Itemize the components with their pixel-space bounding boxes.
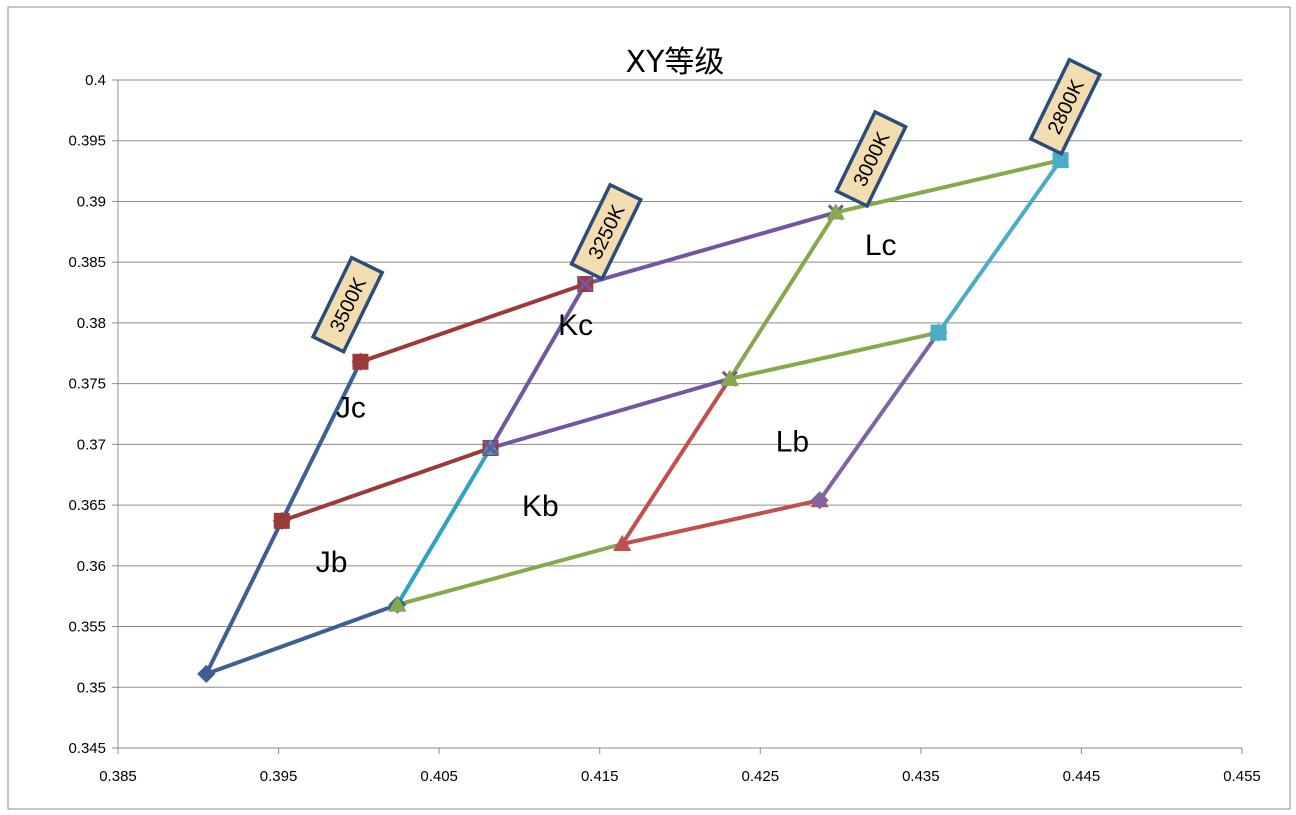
data-point xyxy=(352,353,369,370)
series-line xyxy=(279,446,493,523)
x-tick-label: 0.395 xyxy=(260,768,298,785)
x-tick-label: 0.385 xyxy=(99,768,137,785)
series-line xyxy=(395,542,625,607)
series-line xyxy=(583,210,838,286)
x-tick-label: 0.455 xyxy=(1223,768,1261,785)
region-label: Kc xyxy=(558,309,593,342)
y-tick-label: 0.37 xyxy=(77,436,106,453)
region-label: Kb xyxy=(522,490,559,523)
data-point xyxy=(810,491,829,510)
series-line xyxy=(204,602,400,676)
chart-title: XY等级 xyxy=(626,45,725,80)
region-label: Lb xyxy=(776,426,809,459)
y-tick-label: 0.375 xyxy=(68,376,106,393)
data-point xyxy=(388,595,407,612)
region-labels: Jc Kc Lc Jb Kb Lb xyxy=(316,229,897,579)
series-line xyxy=(620,498,822,546)
cct-callout-box xyxy=(1028,57,1103,157)
cct-callout-box xyxy=(310,255,385,355)
y-tick-label: 0.355 xyxy=(68,619,106,636)
data-point xyxy=(482,439,499,457)
x-tick-label: 0.415 xyxy=(581,768,619,785)
data-point xyxy=(826,203,845,220)
x-tick-label: 0.405 xyxy=(420,768,458,785)
series-line xyxy=(817,330,941,503)
y-tick-label: 0.385 xyxy=(68,254,106,271)
region-label: Jb xyxy=(316,546,348,579)
y-tick-label: 0.35 xyxy=(77,679,106,696)
series-line xyxy=(936,158,1063,335)
x-tick-label: 0.425 xyxy=(742,768,780,785)
data-point xyxy=(720,369,739,386)
y-tick-label: 0.395 xyxy=(68,133,106,150)
region-label: Lc xyxy=(865,229,897,262)
axes: 0.345 0.35 0.355 0.36 0.365 0.37 0.375 0.38 0.38… xyxy=(68,72,1260,785)
series-line xyxy=(395,446,493,607)
series-line xyxy=(488,282,588,450)
data-point xyxy=(197,664,216,683)
series-line xyxy=(833,158,1063,215)
cct-callout-box xyxy=(834,109,908,209)
series-line xyxy=(358,282,588,364)
y-tick-label: 0.39 xyxy=(77,193,106,210)
chart-border xyxy=(7,6,1291,810)
y-tick-label: 0.345 xyxy=(68,740,106,757)
y-tick-label: 0.38 xyxy=(77,315,106,332)
y-tick-label: 0.365 xyxy=(68,497,106,514)
x-tick-label: 0.445 xyxy=(1063,768,1101,785)
data-point xyxy=(613,534,632,551)
series-line xyxy=(488,376,732,450)
region-label: Jc xyxy=(336,392,366,425)
cct-callout-box xyxy=(569,182,644,282)
y-tick-label: 0.36 xyxy=(77,558,106,575)
series-line xyxy=(620,376,732,546)
series-layer xyxy=(204,158,1063,676)
data-point xyxy=(930,324,947,341)
data-point xyxy=(577,275,594,293)
data-point xyxy=(1052,152,1069,169)
marker-layer xyxy=(197,151,1070,683)
y-tick-label: 0.4 xyxy=(85,72,106,89)
data-point xyxy=(273,512,290,529)
x-tick-label: 0.435 xyxy=(902,768,940,785)
series-line xyxy=(727,210,838,381)
series-line xyxy=(727,330,941,381)
